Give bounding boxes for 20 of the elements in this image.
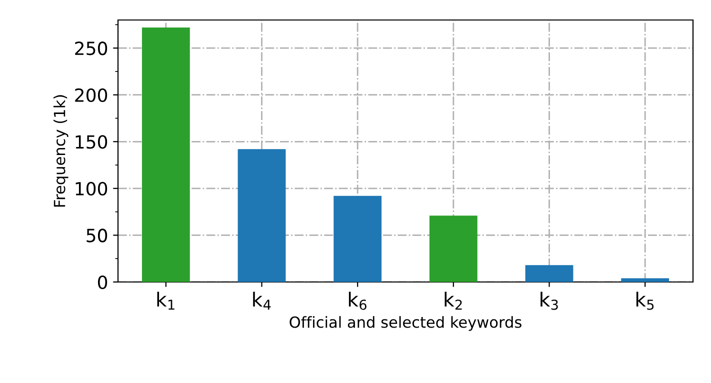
x-axis-title: Official and selected keywords [290,316,522,331]
x-tick-label: k$_{4}$ [253,292,271,310]
y-axis-title: Frequency (1k) [53,95,68,207]
y-tick-label: 200 [75,88,108,102]
x-tick-label: k$_{5}$ [636,292,654,310]
bar [142,27,190,282]
x-tick-label: k$_{2}$ [444,292,462,310]
bar [525,265,574,282]
bar [621,278,670,282]
bar [238,149,286,282]
y-tick-label: 150 [76,135,108,149]
y-tick-label: 0 [98,275,108,290]
y-tick-label: 50 [86,228,108,242]
y-tick-label: 250 [75,42,108,56]
bar [334,196,382,282]
x-tick-label: k$_{1}$ [157,292,174,310]
x-tick-label: k$_{3}$ [540,292,558,310]
x-tick-label: k$_{6}$ [348,292,366,310]
y-tick-label: 100 [76,182,108,196]
bar [429,216,478,282]
